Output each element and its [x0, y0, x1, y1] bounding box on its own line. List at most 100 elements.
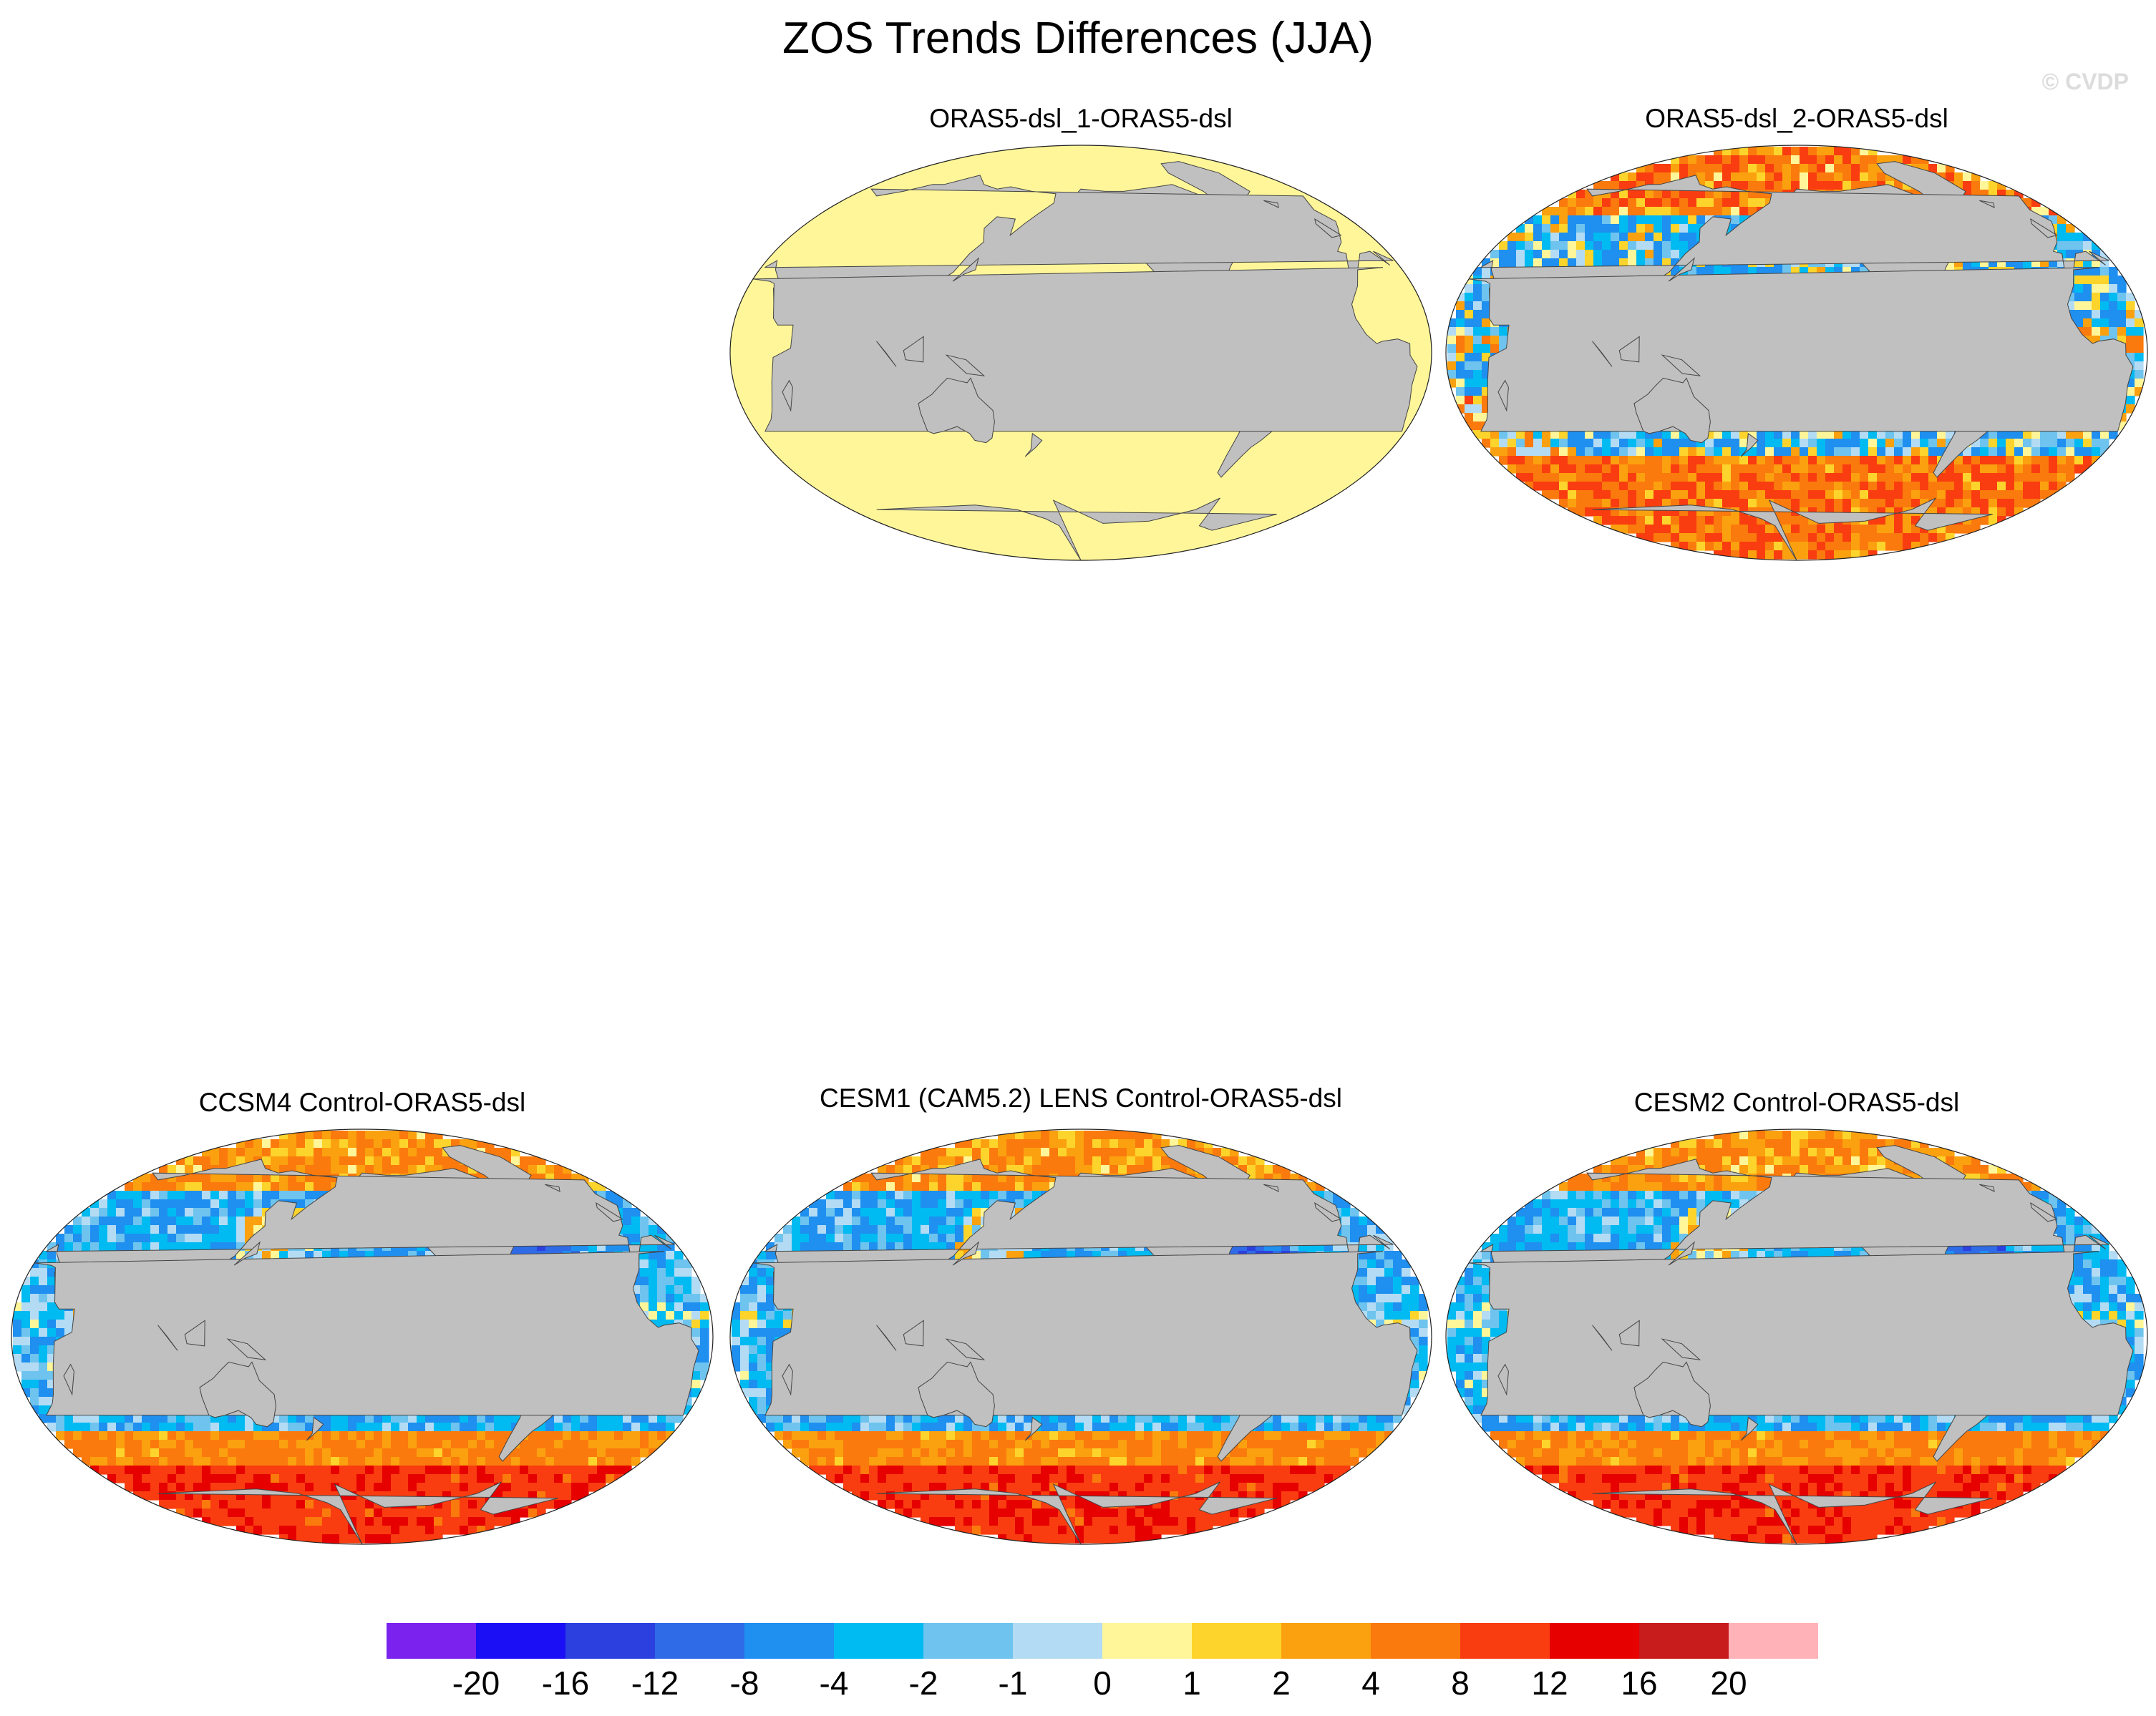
land-mass: [903, 1320, 924, 1347]
land-mass: [903, 336, 924, 363]
colorbar-tick-label: -8: [729, 1664, 759, 1702]
colorbar-swatch: [1639, 1623, 1729, 1659]
land-mass: [1979, 200, 1995, 208]
map-panel-cesm2: CESM2 Control-ORAS5-dsl: [1439, 1088, 2155, 1560]
land-mass: [1497, 379, 1509, 412]
world-map: [1445, 145, 2148, 561]
panel-title: CESM2 Control-ORAS5-dsl: [1633, 1088, 1960, 1117]
colorbar-tick-label: 12: [1531, 1664, 1568, 1702]
colorbar-tick-label: 16: [1621, 1664, 1658, 1702]
land-mass: [306, 1416, 324, 1441]
world-map: [729, 1128, 1432, 1545]
land-mass: [1668, 257, 1695, 282]
land-mass: [1618, 1320, 1640, 1347]
map-outline: [1445, 1128, 2148, 1545]
land-mass: [1024, 1416, 1043, 1441]
map-panel-oras5-dsl-1: ORAS5-dsl_1-ORAS5-dsl: [723, 104, 1439, 576]
ocean-field: [1447, 147, 2144, 560]
land-mass: [1661, 354, 1701, 376]
land-mass: [1592, 341, 1613, 367]
colorbar-swatch: [1102, 1623, 1193, 1659]
land-mass: [1468, 267, 2134, 432]
land-mass: [199, 1361, 276, 1428]
land-mass: [1979, 1184, 1995, 1192]
land-mass: [918, 1361, 995, 1428]
land-mass: [2030, 1202, 2058, 1222]
land-mass: [876, 1481, 1277, 1544]
land-mass: [1592, 1325, 1613, 1351]
ocean-field: [732, 1131, 1428, 1544]
world-map: [1445, 1128, 2148, 1545]
colorbar-swatch: [923, 1623, 1014, 1659]
land-mass: [945, 1338, 986, 1360]
colorbar-tick-label: 1: [1183, 1664, 1201, 1702]
land-mass: [1740, 1416, 1759, 1441]
land-mass: [918, 377, 995, 444]
land-mass: [952, 257, 979, 282]
land-mass: [1314, 1202, 1342, 1222]
colorbar-swatch: [1013, 1623, 1103, 1659]
colorbar-labels: -20 -16 -12 -8 -4 -2 -1 0 1 2 4 8 12 16 20: [387, 1664, 1818, 1707]
land-mass: [1740, 432, 1759, 457]
colorbar-tick-label: -1: [998, 1664, 1028, 1702]
land-mass: [782, 1363, 793, 1396]
panel-title: CCSM4 Control-ORAS5-dsl: [198, 1088, 526, 1117]
land-mass: [752, 267, 1418, 432]
map-outline: [729, 1128, 1432, 1545]
colorbar-tick-label: -20: [452, 1664, 500, 1702]
colorbar-tick-label: -12: [631, 1664, 679, 1702]
colorbar-tick-label: 4: [1361, 1664, 1380, 1702]
land-mass: [1633, 1361, 1711, 1428]
land-mass: [952, 1241, 979, 1266]
colorbar-swatch: [565, 1623, 656, 1659]
ocean-field: [13, 1131, 709, 1544]
land-mass: [876, 341, 897, 367]
land-mass: [876, 1325, 897, 1351]
world-map: [11, 1128, 714, 1545]
colorbar-tick-label: 20: [1710, 1664, 1747, 1702]
land-mass: [1497, 1363, 1509, 1396]
colorbar-tick-label: -4: [819, 1664, 849, 1702]
land-mass: [1592, 1481, 1993, 1544]
land-mass: [63, 1363, 74, 1396]
land-mass: [876, 497, 1277, 560]
colorbar-swatch: [1550, 1623, 1640, 1659]
panel-title: ORAS5-dsl_1-ORAS5-dsl: [929, 104, 1233, 133]
land-mass: [1024, 432, 1043, 457]
credit-watermark: © CVDP: [2041, 69, 2129, 94]
land-mass: [157, 1325, 178, 1351]
land-mass: [1314, 218, 1342, 238]
land-mass: [1263, 200, 1279, 208]
colorbar-swatch: [1281, 1623, 1371, 1659]
map-outline: [1445, 145, 2148, 561]
land-mass: [1661, 1338, 1701, 1360]
panel-title: ORAS5-dsl_2-ORAS5-dsl: [1645, 104, 1948, 133]
land-mass: [782, 379, 793, 412]
land-mass: [1668, 1241, 1695, 1266]
figure-title: ZOS Trends Differences (JJA): [782, 14, 1374, 63]
ocean-field: [730, 145, 1432, 560]
land-mass: [1592, 497, 1993, 560]
colorbar-swatch: [1729, 1623, 1818, 1659]
colorbar-tick-label: 0: [1093, 1664, 1112, 1702]
colorbar-swatch: [387, 1623, 477, 1659]
colorbar: [387, 1623, 1818, 1659]
map-panel-oras5-dsl-2: ORAS5-dsl_2-ORAS5-dsl: [1439, 104, 2155, 576]
land-mass: [233, 1241, 261, 1266]
colorbar-swatch: [834, 1623, 924, 1659]
land-mass: [945, 354, 986, 376]
land-mass: [1618, 336, 1640, 363]
land-mass: [1633, 377, 1711, 444]
panel-title: CESM1 (CAM5.2) LENS Control-ORAS5-dsl: [820, 1083, 1342, 1113]
land-mass: [1468, 1251, 2134, 1416]
colorbar-tick-label: 8: [1451, 1664, 1470, 1702]
land-mass: [2030, 218, 2058, 238]
colorbar-swatch: [655, 1623, 745, 1659]
colorbar-tick-label: -2: [908, 1664, 938, 1702]
map-panel-cesm1-lens: CESM1 (CAM5.2) LENS Control-ORAS5-dsl: [723, 1083, 1439, 1556]
ocean-field: [1447, 1131, 2144, 1544]
land-mass: [157, 1481, 558, 1544]
land-mass: [752, 1251, 1418, 1416]
colorbar-swatch: [1192, 1623, 1282, 1659]
colorbar-swatch: [476, 1623, 566, 1659]
